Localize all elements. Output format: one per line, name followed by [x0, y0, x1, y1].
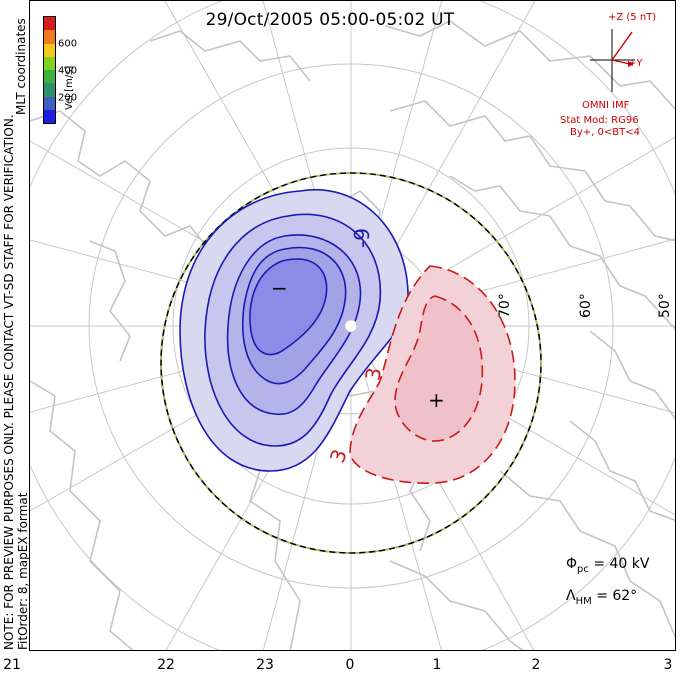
hm-latitude: ΛHM = 62° [566, 588, 637, 607]
convection-map [30, 1, 675, 650]
phi-symbol: Φ [566, 556, 578, 572]
velocity-colorbar [43, 16, 56, 124]
colorbar-swatch [44, 43, 55, 57]
preview-note: NOTE: FOR PREVIEW PURPOSES ONLY. PLEASE … [2, 114, 30, 650]
imf-source: OMNI IMF [582, 100, 630, 111]
mlt-tick-2: 2 [531, 657, 541, 673]
phi-subscript: pc [577, 563, 589, 575]
imf-condition: By+, 0<BT<4 [570, 127, 640, 138]
lat-label-70: 70° [497, 293, 513, 318]
fit-order-line: FitOrder: 8, mapEX format [16, 492, 30, 650]
cross-polar-potential: Φpc = 40 kV [566, 556, 649, 575]
lat-label-50: 50° [657, 293, 673, 318]
lambda-subscript: HM [575, 595, 592, 607]
colorbar-swatch [44, 70, 55, 84]
phi-value: = 40 kV [593, 556, 650, 572]
contour-label-neg: -9 [349, 228, 374, 248]
potential-min-marker: − [271, 276, 288, 300]
mlt-tick-23: 23 [256, 657, 274, 673]
preview-note-line: NOTE: FOR PREVIEW PURPOSES ONLY. PLEASE … [2, 114, 16, 650]
lat-label-60: 60° [578, 293, 594, 318]
colorbar-swatch [44, 30, 55, 44]
map-frame [29, 0, 676, 651]
colorbar-swatch [44, 83, 55, 97]
mlt-tick-0: 0 [345, 657, 355, 673]
mlt-tick-3: 3 [663, 657, 673, 673]
map-title: 29/Oct/2005 05:00-05:02 UT [205, 10, 455, 30]
mlt-coordinates-label: MLT coordinates [14, 18, 28, 115]
colorbar-label-600: 600 [58, 38, 78, 50]
pole-marker [344, 319, 358, 333]
heppner-maynard-boundary [160, 172, 542, 554]
imf-vector-icon [590, 29, 635, 92]
imf-clock: +Z (5 nT) +Y OMNI IMF Stat Mod: RG96 By+… [560, 10, 675, 140]
colorbar-swatch [44, 109, 55, 123]
imf-y-label: +Y [628, 58, 643, 69]
colorbar-units: Vel [m/s] [64, 65, 75, 110]
colorbar-swatch [44, 56, 55, 70]
colorbar-swatch [44, 17, 55, 31]
mlt-tick-1: 1 [432, 657, 442, 673]
positive-potential-cell [349, 265, 516, 484]
mlt-tick-22: 22 [157, 657, 175, 673]
colorbar-label-400: 400 [58, 65, 78, 77]
colorbar-swatch [44, 96, 55, 110]
mlt-tick-21: 21 [3, 657, 21, 673]
stat-model: Stat Mod: RG96 [560, 115, 639, 126]
negative-potential-cell [179, 188, 409, 472]
imf-z-label: +Z (5 nT) [608, 12, 657, 23]
lambda-symbol: Λ [566, 588, 576, 604]
potential-max-marker: + [428, 388, 445, 412]
colorbar-label-200: 200 [58, 92, 78, 104]
lambda-value: = 62° [596, 588, 638, 604]
